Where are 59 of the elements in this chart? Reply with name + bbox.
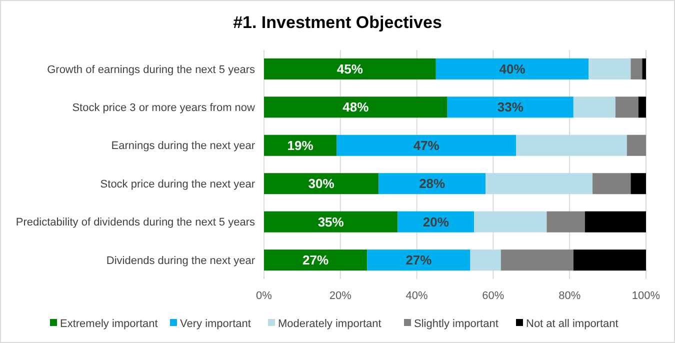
x-tick-label: 40% (406, 290, 428, 302)
bar (615, 96, 638, 118)
bar (470, 250, 501, 271)
bar (264, 250, 368, 271)
bar (336, 134, 516, 156)
x-tick-label: 80% (558, 290, 581, 302)
bar (264, 134, 337, 156)
data-label: 33% (497, 100, 524, 115)
data-label: 35% (318, 214, 344, 230)
data-label: 19% (287, 138, 314, 153)
chart-title: #1. Investment Objectives (233, 13, 442, 32)
bar (592, 173, 631, 194)
bar (573, 96, 616, 118)
bar (436, 58, 589, 80)
bar (573, 250, 646, 271)
bar (486, 173, 593, 194)
y-tick-label: Stock price 3 or more years from now (72, 102, 256, 114)
data-label: 30% (308, 176, 335, 192)
bar (398, 211, 474, 232)
y-tick-label: Earnings during the next year (111, 140, 256, 152)
data-label: 48% (342, 100, 370, 115)
legend-label: Extremely important (60, 318, 158, 330)
bar (500, 250, 574, 271)
bar (264, 211, 398, 232)
bar (367, 250, 470, 271)
bar (630, 58, 642, 80)
x-tick-label: 20% (329, 290, 352, 302)
bar (584, 211, 646, 232)
y-tick-label: Growth of earnings during the next 5 years (47, 64, 256, 76)
bar (516, 134, 627, 156)
data-label: 28% (419, 176, 446, 192)
bar (474, 211, 547, 232)
bar (378, 173, 486, 194)
bar (588, 58, 631, 80)
bar (638, 96, 646, 118)
legend-label: Slightly important (414, 318, 498, 330)
bar (447, 96, 574, 118)
bar (264, 96, 448, 118)
y-tick-label: Stock price during the next year (100, 178, 256, 190)
data-label: 45% (336, 61, 364, 76)
legend-label: Moderately important (278, 318, 382, 330)
bar (546, 211, 585, 232)
data-label: 27% (406, 252, 432, 268)
bar (642, 58, 646, 80)
y-tick-label: Predictability of dividends during the next 5 years (16, 216, 256, 229)
data-label: 40% (499, 61, 526, 76)
bar (626, 134, 646, 156)
x-tick-label: 60% (482, 290, 504, 302)
y-tick-label: Dividends during the next year (106, 254, 256, 267)
x-tick-label: 0% (256, 290, 272, 302)
data-label: 27% (302, 252, 330, 268)
x-tick-label: 100% (632, 290, 660, 302)
legend-label: Very important (180, 318, 251, 330)
bar (264, 173, 379, 194)
data-label: 47% (413, 138, 440, 153)
data-label: 20% (422, 214, 450, 230)
bar (264, 58, 436, 80)
bar (630, 173, 646, 194)
legend-label: Not at all important (526, 318, 618, 330)
